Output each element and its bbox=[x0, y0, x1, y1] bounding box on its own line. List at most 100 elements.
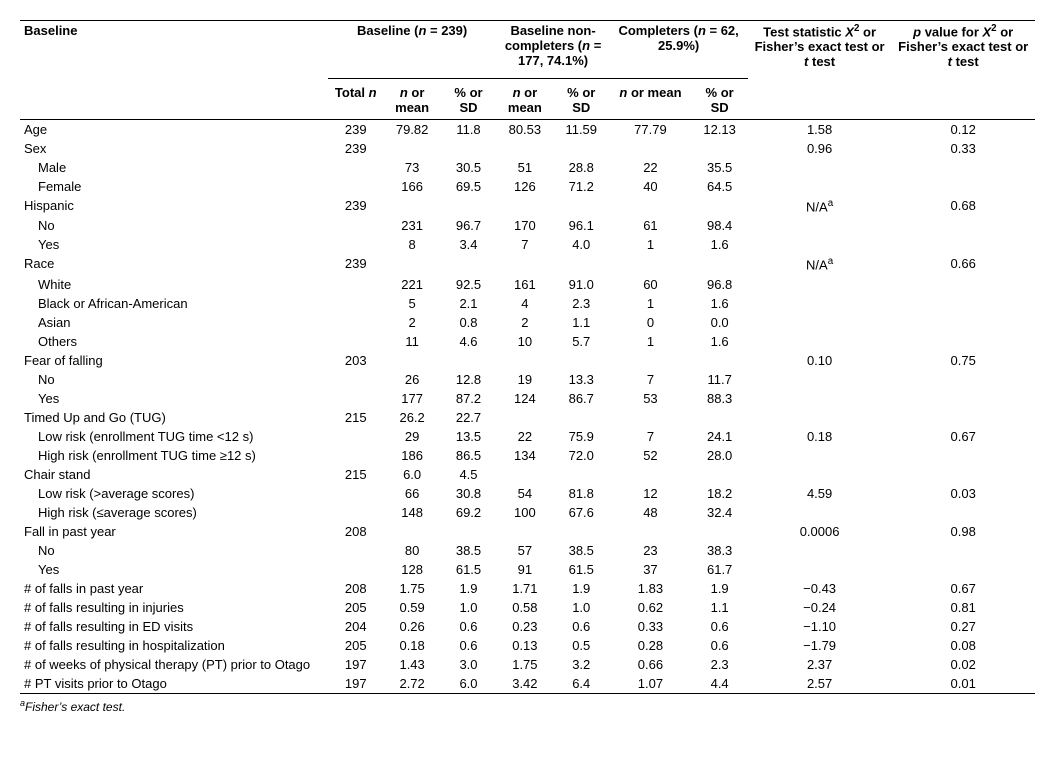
cell-total-n bbox=[328, 389, 384, 408]
cell-noncomp-n: 91 bbox=[497, 560, 553, 579]
cell-stat bbox=[748, 503, 892, 522]
cell-comp-n: 60 bbox=[609, 275, 691, 294]
cell-noncomp-sd: 3.2 bbox=[553, 655, 609, 674]
cell-total-n bbox=[328, 427, 384, 446]
cell-comp-sd bbox=[691, 196, 747, 216]
cell-comp-sd: 38.3 bbox=[691, 541, 747, 560]
cell-baseline-n: 221 bbox=[384, 275, 440, 294]
row-label: # of falls resulting in ED visits bbox=[20, 617, 328, 636]
cell-total-n bbox=[328, 313, 384, 332]
cell-comp-n bbox=[609, 522, 691, 541]
cell-stat: −1.10 bbox=[748, 617, 892, 636]
cell-baseline-n: 66 bbox=[384, 484, 440, 503]
cell-noncomp-n: 1.71 bbox=[497, 579, 553, 598]
cell-baseline-sd: 92.5 bbox=[440, 275, 496, 294]
cell-baseline-sd: 86.5 bbox=[440, 446, 496, 465]
cell-baseline-sd: 22.7 bbox=[440, 408, 496, 427]
cell-comp-sd: 11.7 bbox=[691, 370, 747, 389]
cell-comp-sd bbox=[691, 254, 747, 274]
table-row: Asian20.821.100.0 bbox=[20, 313, 1035, 332]
cell-noncomp-n: 80.53 bbox=[497, 120, 553, 140]
cell-noncomp-n: 54 bbox=[497, 484, 553, 503]
cell-noncomp-sd: 1.0 bbox=[553, 598, 609, 617]
cell-noncomp-sd: 67.6 bbox=[553, 503, 609, 522]
cell-comp-n: 0.62 bbox=[609, 598, 691, 617]
cell-comp-sd: 88.3 bbox=[691, 389, 747, 408]
cell-noncomp-n: 1.75 bbox=[497, 655, 553, 674]
cell-noncomp-n: 4 bbox=[497, 294, 553, 313]
cell-pval bbox=[891, 446, 1035, 465]
cell-pval: 0.75 bbox=[891, 351, 1035, 370]
subheader-total-n: Total n bbox=[328, 79, 384, 120]
cell-comp-n: 7 bbox=[609, 370, 691, 389]
table-row: No8038.55738.52338.3 bbox=[20, 541, 1035, 560]
row-label: No bbox=[20, 216, 328, 235]
cell-baseline-n: 73 bbox=[384, 158, 440, 177]
table-row: # PT visits prior to Otago1972.726.03.42… bbox=[20, 674, 1035, 694]
cell-comp-sd: 32.4 bbox=[691, 503, 747, 522]
table-row: Low risk (>average scores)6630.85481.812… bbox=[20, 484, 1035, 503]
cell-stat: 0.10 bbox=[748, 351, 892, 370]
cell-total-n: 239 bbox=[328, 120, 384, 140]
cell-baseline-sd: 87.2 bbox=[440, 389, 496, 408]
row-label: No bbox=[20, 370, 328, 389]
row-label: # of falls resulting in injuries bbox=[20, 598, 328, 617]
table-row: Hispanic239N/Aa0.68 bbox=[20, 196, 1035, 216]
header-group-noncomp: Baseline non-completers (n = 177, 74.1%) bbox=[497, 21, 610, 79]
subheader-noncomp-sd: % or SD bbox=[553, 79, 609, 120]
cell-comp-n: 48 bbox=[609, 503, 691, 522]
cell-baseline-n: 128 bbox=[384, 560, 440, 579]
cell-pval: 0.01 bbox=[891, 674, 1035, 694]
cell-noncomp-n: 124 bbox=[497, 389, 553, 408]
cell-baseline-n: 186 bbox=[384, 446, 440, 465]
cell-noncomp-n: 22 bbox=[497, 427, 553, 446]
cell-comp-sd: 2.3 bbox=[691, 655, 747, 674]
cell-noncomp-sd bbox=[553, 408, 609, 427]
cell-comp-sd: 1.6 bbox=[691, 235, 747, 254]
table-header: Baseline Baseline (n = 239) Baseline non… bbox=[20, 21, 1035, 120]
cell-pval bbox=[891, 158, 1035, 177]
cell-baseline-sd: 0.6 bbox=[440, 636, 496, 655]
row-label: Age bbox=[20, 120, 328, 140]
cell-pval: 0.33 bbox=[891, 139, 1035, 158]
cell-comp-sd: 4.4 bbox=[691, 674, 747, 694]
table-row: # of falls in past year2081.751.91.711.9… bbox=[20, 579, 1035, 598]
cell-pval bbox=[891, 235, 1035, 254]
row-label: Female bbox=[20, 177, 328, 196]
cell-stat bbox=[748, 465, 892, 484]
table-row: Sex2390.960.33 bbox=[20, 139, 1035, 158]
cell-comp-sd: 18.2 bbox=[691, 484, 747, 503]
row-label: Asian bbox=[20, 313, 328, 332]
cell-comp-sd bbox=[691, 139, 747, 158]
cell-noncomp-sd: 2.3 bbox=[553, 294, 609, 313]
cell-baseline-n: 29 bbox=[384, 427, 440, 446]
cell-noncomp-sd: 71.2 bbox=[553, 177, 609, 196]
header-baseline-label: Baseline bbox=[20, 21, 328, 120]
cell-comp-n bbox=[609, 196, 691, 216]
cell-noncomp-n: 161 bbox=[497, 275, 553, 294]
cell-comp-sd: 35.5 bbox=[691, 158, 747, 177]
cell-pval bbox=[891, 465, 1035, 484]
row-label: Hispanic bbox=[20, 196, 328, 216]
cell-noncomp-n: 10 bbox=[497, 332, 553, 351]
table-row: White22192.516191.06096.8 bbox=[20, 275, 1035, 294]
cell-baseline-sd: 1.9 bbox=[440, 579, 496, 598]
cell-baseline-n: 148 bbox=[384, 503, 440, 522]
cell-comp-n bbox=[609, 254, 691, 274]
table-row: High risk (≤average scores)14869.210067.… bbox=[20, 503, 1035, 522]
cell-noncomp-sd: 0.5 bbox=[553, 636, 609, 655]
table-row: Low risk (enrollment TUG time <12 s)2913… bbox=[20, 427, 1035, 446]
table-row: # of weeks of physical therapy (PT) prio… bbox=[20, 655, 1035, 674]
cell-noncomp-n: 134 bbox=[497, 446, 553, 465]
cell-baseline-n: 0.26 bbox=[384, 617, 440, 636]
cell-noncomp-n: 2 bbox=[497, 313, 553, 332]
cell-pval: 0.67 bbox=[891, 579, 1035, 598]
cell-comp-sd: 61.7 bbox=[691, 560, 747, 579]
cell-comp-sd: 28.0 bbox=[691, 446, 747, 465]
header-group-comp: Completers (n = 62, 25.9%) bbox=[609, 21, 747, 79]
row-label: Black or African-American bbox=[20, 294, 328, 313]
row-label: Yes bbox=[20, 560, 328, 579]
cell-baseline-n bbox=[384, 351, 440, 370]
cell-stat: 2.57 bbox=[748, 674, 892, 694]
table-row: High risk (enrollment TUG time ≥12 s)186… bbox=[20, 446, 1035, 465]
